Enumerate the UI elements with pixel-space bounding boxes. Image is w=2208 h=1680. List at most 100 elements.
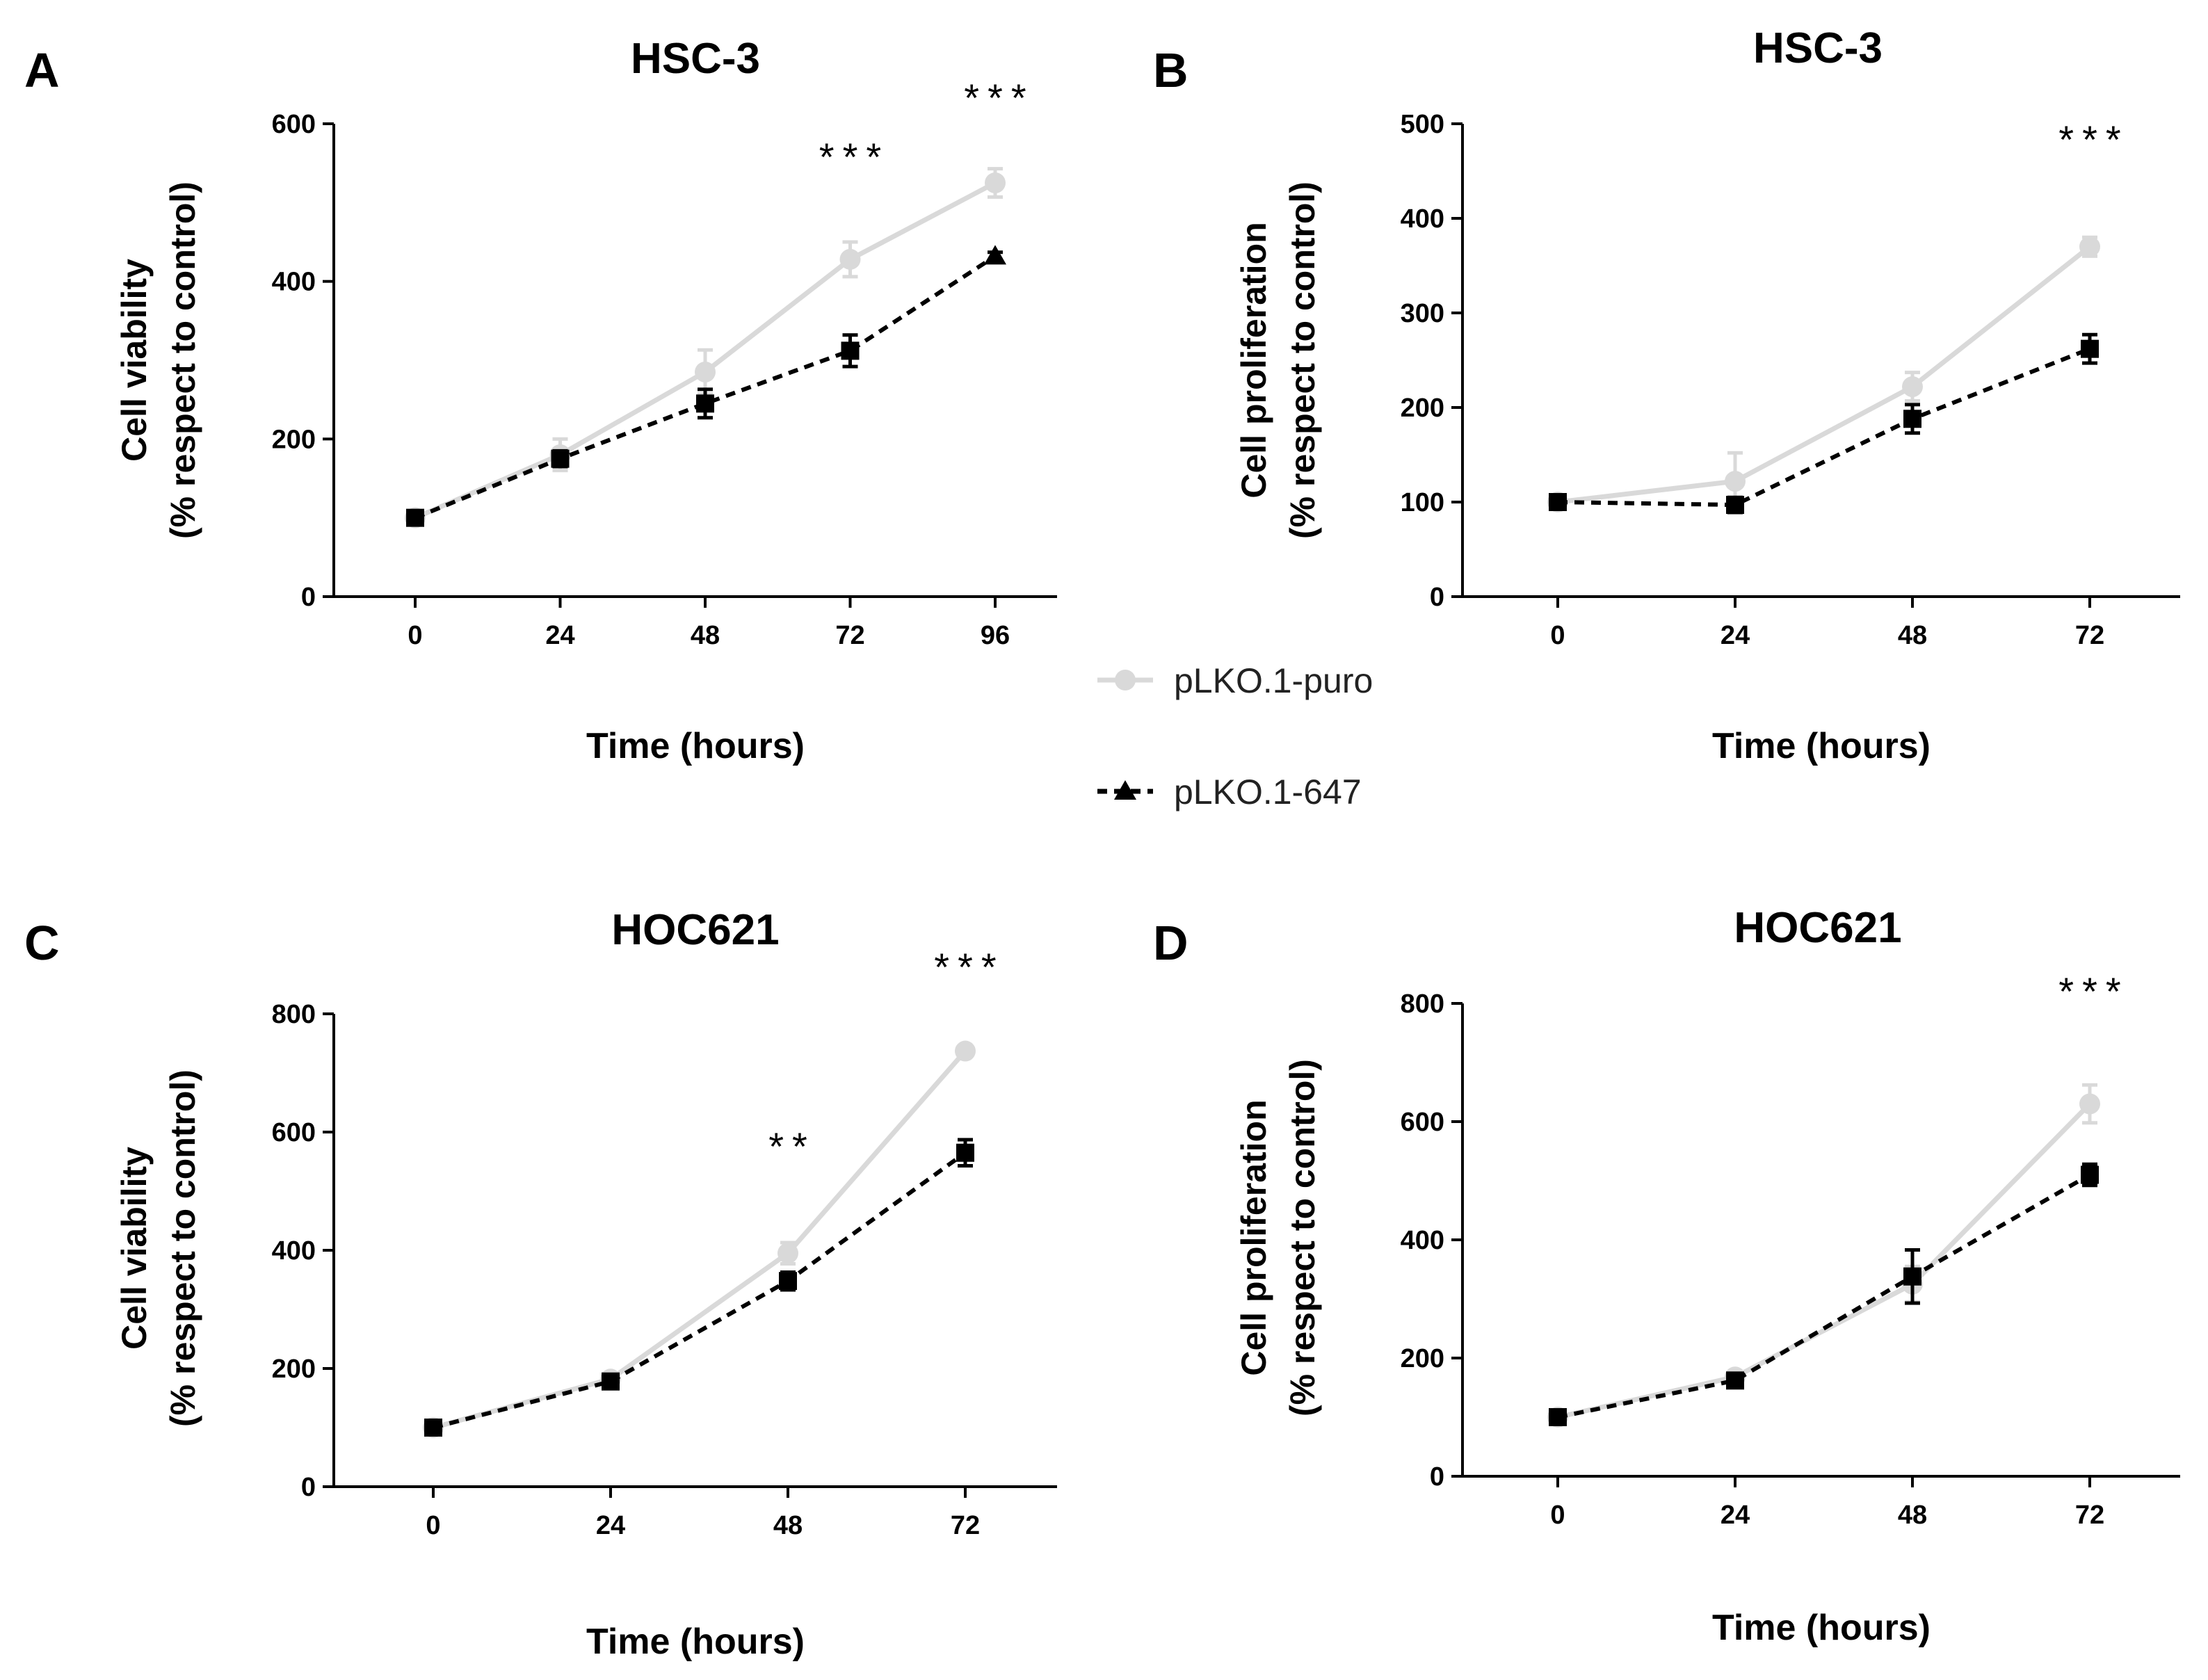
data-point-pLKO.1-647 [956, 1143, 974, 1162]
legend-marker-647 [1114, 780, 1136, 800]
series-line-pLKO.1-647 [1557, 346, 2091, 508]
y-axis-label-line2: (% respect to control) [163, 1069, 202, 1427]
data-point-pLKO.1-647 [2081, 1165, 2099, 1184]
y-tick-label: 0 [1430, 1462, 1444, 1492]
data-point-pLKO.1-puro [2079, 1093, 2100, 1115]
data-point-pLKO.1-647 [1726, 496, 1744, 515]
y-axis-label-line1: Cell proliferation [1234, 1099, 1273, 1375]
data-point-pLKO.1-647 [406, 508, 424, 527]
y-tick-label: 400 [272, 268, 316, 297]
y-axis-label-line1: Cell viability [115, 259, 154, 462]
x-tick-label: 48 [1898, 621, 1927, 650]
series-line-pLKO.1-647 [1557, 1172, 2091, 1419]
panel-letter: C [24, 916, 60, 970]
x-tick-label: 72 [2075, 621, 2104, 650]
y-tick-label: 400 [1401, 1226, 1444, 1255]
panel-a: A HSC-3 0 200 400 600 0 24 48 72 96 Time (hours) Cel… [24, 35, 1057, 766]
x-tick-label: 72 [2075, 1501, 2104, 1530]
chart-title: HSC-3 [631, 35, 760, 83]
legend-marker-puro [1115, 670, 1136, 690]
x-tick-label: 24 [545, 621, 574, 650]
data-point-pLKO.1-puro [695, 362, 716, 382]
y-tick-label: 600 [272, 110, 316, 139]
y-axis-label-line2: (% respect to control) [1283, 1059, 1322, 1416]
data-point-pLKO.1-puro [2079, 236, 2100, 257]
legend-label-647: pLKO.1-647 [1174, 773, 1362, 811]
data-point-pLKO.1-puro [777, 1243, 798, 1264]
y-tick-label: 200 [272, 425, 316, 454]
y-tick-label: 300 [1401, 299, 1444, 328]
y-tick-label: 600 [272, 1118, 316, 1147]
panel-letter: A [24, 43, 60, 97]
data-point-pLKO.1-puro [839, 248, 861, 270]
x-tick-label: 48 [773, 1511, 803, 1540]
y-axis-label-line1: Cell proliferation [1234, 222, 1273, 498]
series-line-pLKO.1-647 [414, 254, 997, 520]
data-point-pLKO.1-puro [985, 172, 1006, 193]
chart-title: HOC621 [1734, 904, 1901, 952]
y-tick-label: 200 [272, 1355, 316, 1384]
data-point-pLKO.1-647 [1726, 1371, 1744, 1390]
chart-title: HSC-3 [1753, 24, 1883, 72]
y-tick-label: 200 [1401, 1344, 1444, 1373]
x-tick-label: 96 [981, 621, 1010, 650]
x-tick-label: 24 [596, 1511, 625, 1540]
data-point-pLKO.1-647 [2081, 339, 2099, 358]
panel-c: C HOC621 0 200 400 600 800 0 24 48 72 Time (hours) C… [24, 906, 1057, 1662]
data-point-pLKO.1-puro [1902, 376, 1923, 398]
series-line-pLKO.1-647 [433, 1151, 967, 1430]
data-point-pLKO.1-647 [1549, 1408, 1567, 1426]
data-point-pLKO.1-puro [1725, 471, 1746, 492]
y-tick-label: 0 [301, 583, 316, 612]
x-tick-label: 48 [1898, 1501, 1927, 1530]
significance-marker: ** [768, 1124, 816, 1168]
series-line-pLKO.1-puro [433, 1049, 967, 1430]
x-tick-label: 24 [1721, 621, 1750, 650]
x-tick-label: 72 [835, 621, 864, 650]
x-tick-label: 0 [1550, 1501, 1565, 1530]
panel-letter: D [1153, 916, 1188, 970]
y-tick-label: 400 [272, 1236, 316, 1266]
series-line-pLKO.1-puro [1557, 1102, 2092, 1420]
significance-marker: *** [2058, 118, 2129, 161]
panel-b: B HSC-3 0 100 200 300 400 500 0 24 48 72 Time (hours… [1153, 24, 2180, 766]
chart-title: HOC621 [611, 906, 779, 954]
significance-marker: *** [964, 76, 1034, 120]
data-point-pLKO.1-647 [984, 245, 1006, 265]
panel-letter: B [1153, 43, 1188, 97]
data-point-pLKO.1-647 [551, 449, 570, 468]
y-tick-label: 800 [272, 1000, 316, 1029]
panel-d: D HOC621 0 200 400 600 800 0 24 48 72 Time (hours) C… [1153, 904, 2180, 1648]
data-point-pLKO.1-647 [696, 394, 714, 413]
significance-marker: *** [819, 135, 889, 179]
significance-marker: *** [934, 945, 1004, 989]
x-tick-label: 0 [426, 1511, 440, 1540]
y-tick-label: 600 [1401, 1108, 1444, 1137]
x-tick-label: 24 [1721, 1501, 1750, 1530]
y-axis-label-line2: (% respect to control) [1283, 181, 1322, 539]
legend: pLKO.1-puro pLKO.1-647 [1097, 661, 1373, 811]
legend-label-puro: pLKO.1-puro [1174, 661, 1373, 700]
y-axis-label-line1: Cell viability [115, 1147, 154, 1350]
data-point-pLKO.1-647 [1903, 410, 1921, 428]
x-tick-label: 0 [408, 621, 422, 650]
x-tick-label: 48 [691, 621, 720, 650]
x-axis-label: Time (hours) [586, 726, 805, 766]
y-tick-label: 100 [1401, 488, 1444, 517]
y-tick-label: 0 [301, 1473, 316, 1502]
x-axis-label: Time (hours) [1712, 726, 1931, 766]
y-axis-label-line2: (% respect to control) [163, 181, 202, 539]
data-point-pLKO.1-647 [779, 1272, 797, 1291]
y-tick-label: 0 [1430, 583, 1444, 612]
y-tick-label: 800 [1401, 990, 1444, 1019]
data-point-pLKO.1-647 [424, 1419, 442, 1437]
y-tick-label: 500 [1401, 110, 1444, 139]
data-point-pLKO.1-647 [602, 1372, 620, 1391]
series-line-pLKO.1-puro [1557, 245, 2092, 505]
data-point-pLKO.1-647 [841, 341, 860, 360]
data-point-pLKO.1-647 [1903, 1267, 1921, 1286]
data-point-pLKO.1-647 [1549, 493, 1567, 511]
significance-marker: *** [2058, 969, 2129, 1013]
